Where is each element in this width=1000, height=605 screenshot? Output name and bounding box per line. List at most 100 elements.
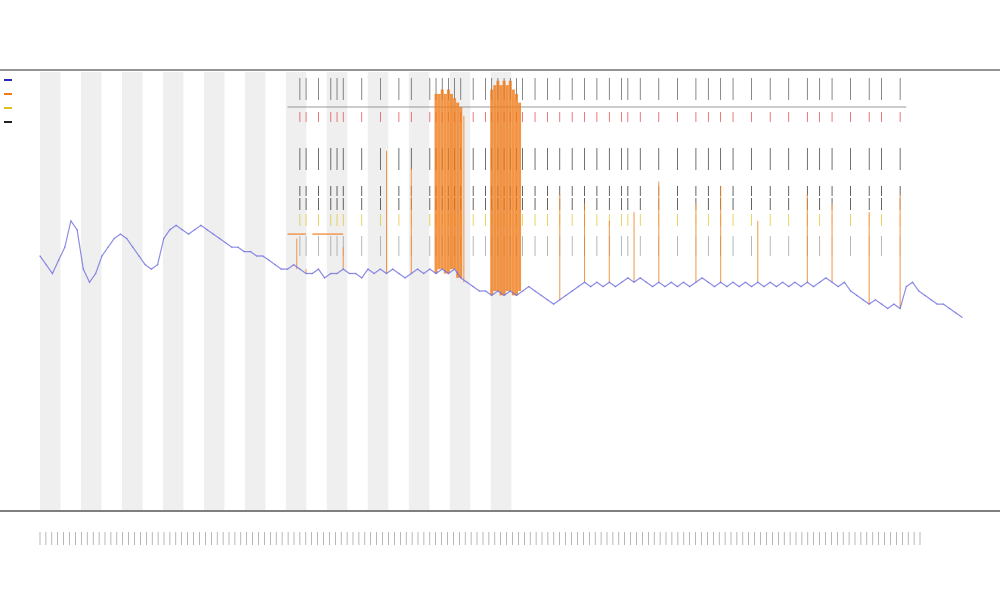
data-point bbox=[113, 237, 116, 240]
data-point bbox=[206, 228, 208, 231]
data-point bbox=[732, 281, 734, 284]
data-point bbox=[800, 285, 802, 288]
data-point bbox=[596, 281, 598, 284]
data-point bbox=[435, 272, 437, 275]
data-point bbox=[930, 299, 932, 301]
data-point bbox=[670, 281, 672, 284]
data-point bbox=[342, 268, 345, 270]
data-point bbox=[125, 237, 128, 240]
data-point bbox=[775, 285, 778, 288]
data-point bbox=[856, 294, 858, 297]
data-point bbox=[744, 281, 747, 284]
data-point bbox=[509, 290, 512, 292]
data-point bbox=[361, 277, 363, 279]
data-point bbox=[707, 281, 710, 284]
frame-layer bbox=[0, 69, 1000, 512]
data-point bbox=[299, 268, 301, 270]
data-point bbox=[880, 303, 883, 305]
data-point bbox=[243, 250, 245, 253]
data-point bbox=[713, 285, 716, 288]
data-point bbox=[769, 281, 771, 284]
data-point bbox=[886, 307, 889, 310]
data-point bbox=[750, 285, 753, 288]
data-point bbox=[812, 285, 815, 288]
data-point bbox=[620, 281, 623, 284]
data-point bbox=[955, 312, 957, 314]
data-point bbox=[695, 281, 697, 284]
data-point bbox=[868, 303, 870, 305]
data-point bbox=[317, 268, 320, 270]
data-point bbox=[82, 268, 85, 270]
data-point bbox=[738, 285, 740, 288]
data-point bbox=[237, 246, 239, 248]
data-point bbox=[466, 281, 468, 284]
data-point bbox=[948, 307, 951, 310]
data-point bbox=[552, 303, 555, 305]
data-point bbox=[589, 285, 592, 288]
data-point bbox=[447, 272, 450, 275]
data-point bbox=[528, 285, 530, 288]
data-point bbox=[453, 268, 456, 270]
data-point bbox=[924, 294, 926, 297]
data-point bbox=[429, 268, 431, 270]
data-point bbox=[150, 268, 153, 270]
data-point bbox=[484, 290, 487, 292]
spike-layer bbox=[296, 80, 901, 309]
data-point bbox=[144, 263, 146, 266]
data-point bbox=[262, 255, 264, 257]
data-point bbox=[39, 255, 41, 257]
data-point bbox=[806, 281, 809, 284]
legend bbox=[4, 79, 12, 123]
data-point bbox=[200, 224, 202, 227]
data-point bbox=[893, 303, 895, 305]
band bbox=[326, 72, 348, 510]
data-point bbox=[249, 250, 252, 253]
data-point bbox=[472, 285, 475, 288]
band bbox=[408, 72, 430, 510]
data-point bbox=[119, 233, 122, 235]
data-point bbox=[354, 272, 357, 275]
data-point bbox=[212, 233, 215, 235]
data-point bbox=[169, 228, 171, 231]
data-point bbox=[410, 272, 413, 275]
data-point bbox=[57, 259, 60, 262]
data-point bbox=[422, 272, 425, 275]
data-point bbox=[905, 285, 908, 288]
data-point bbox=[274, 263, 276, 266]
data-point bbox=[503, 294, 505, 297]
data-point bbox=[218, 237, 221, 240]
data-point bbox=[268, 259, 270, 262]
data-point bbox=[416, 268, 419, 270]
data-point bbox=[676, 285, 679, 288]
data-point bbox=[101, 255, 103, 257]
band-layer bbox=[40, 72, 512, 510]
data-point bbox=[391, 268, 394, 270]
data-point bbox=[787, 285, 790, 288]
data-point bbox=[583, 281, 586, 284]
data-point bbox=[658, 281, 660, 284]
data-point bbox=[682, 281, 685, 284]
data-point bbox=[818, 281, 821, 284]
data-point bbox=[936, 303, 938, 305]
data-point bbox=[719, 281, 722, 284]
data-point bbox=[292, 263, 295, 266]
data-point bbox=[478, 290, 481, 292]
data-point bbox=[286, 268, 289, 270]
data-point bbox=[559, 299, 561, 301]
data-point bbox=[367, 268, 369, 270]
data-point bbox=[899, 307, 901, 310]
data-point bbox=[651, 285, 654, 288]
data-point bbox=[639, 277, 641, 279]
data-point bbox=[64, 246, 66, 248]
data-point bbox=[175, 224, 177, 227]
data-point bbox=[76, 228, 78, 231]
data-point bbox=[70, 220, 72, 222]
data-point bbox=[540, 294, 542, 297]
data-point bbox=[633, 281, 635, 284]
data-point bbox=[94, 272, 97, 275]
data-point bbox=[565, 294, 567, 297]
data-point bbox=[831, 281, 833, 284]
data-point bbox=[874, 299, 877, 301]
data-point bbox=[132, 246, 134, 248]
